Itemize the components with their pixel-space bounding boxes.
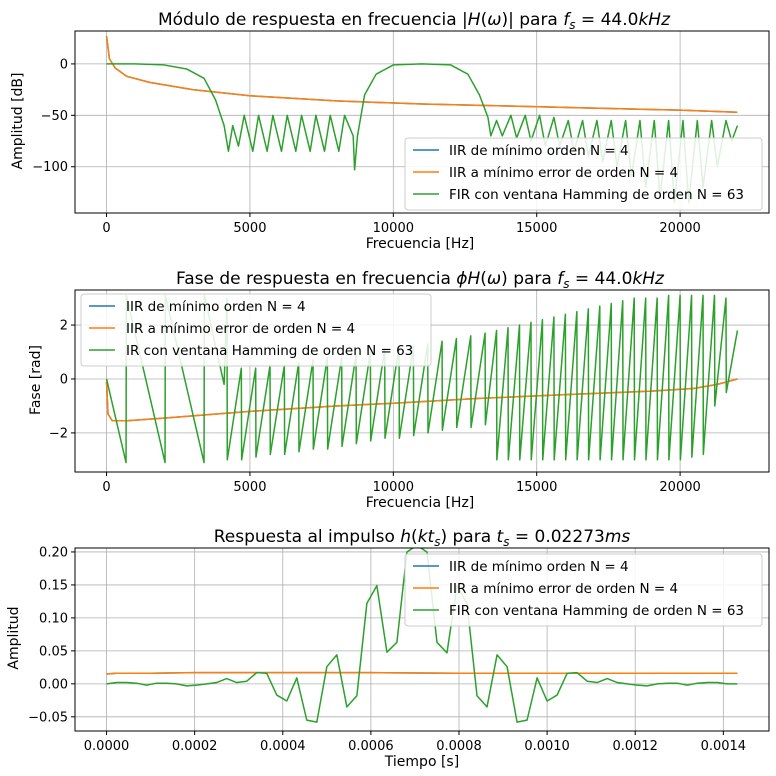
y-tick-label: 0 [60, 372, 68, 387]
impulse-xlabel: Tiempo [s] [384, 754, 459, 770]
magnitude-series [105, 36, 739, 204]
magnitude-legend: IIR de mínimo orden N = 4 IIR a mínimo e… [404, 137, 763, 211]
magnitude-panel: Módulo de respuesta en frecuencia |H(ω)|… [10, 10, 770, 252]
series-line-iir-min-error [105, 378, 738, 422]
impulse-series [106, 548, 738, 723]
legend-label-iir-min-error: IIR a mínimo error de orden N = 4 [449, 165, 678, 181]
series-line-fir-hamming [106, 548, 738, 723]
y-tick-label: 0.15 [39, 578, 68, 593]
series-line-iir-min-error [105, 36, 738, 113]
legend-label-iir-min-error: IIR a mínimo error de orden N = 4 [126, 321, 355, 337]
y-tick-label: 0 [60, 57, 68, 72]
magnitude-axes: 0 5000 10000 15000 20000 0 −50 −100 [32, 30, 770, 236]
series-line-fir-hamming [106, 63, 739, 204]
series-line-fir-hamming [105, 294, 739, 464]
magnitude-title: Módulo de respuesta en frecuencia |H(ω)|… [158, 10, 671, 32]
y-tick-label: 2 [60, 319, 68, 334]
magnitude-ylabel: Amplitud [dB] [10, 73, 26, 170]
legend-label-iir-min-order: IIR de mínimo orden N = 4 [449, 559, 629, 575]
y-tick-label: 0.10 [39, 611, 68, 626]
axes-frame [74, 289, 770, 473]
phase-xlabel: Frecuencia [Hz] [366, 495, 475, 511]
phase-axes: 0 5000 10000 15000 20000 2 0 −2 [49, 289, 770, 495]
x-tick-label: 5000 [233, 480, 266, 495]
axes-frame [74, 30, 770, 214]
y-tick-label: 0.00 [39, 677, 68, 692]
impulse-legend: IIR de mínimo orden N = 4 IIR a mínimo e… [404, 553, 763, 627]
x-tick-label: 0.0000 [84, 739, 130, 754]
y-tick-label: −2 [49, 426, 68, 441]
x-tick-label: 0.0004 [260, 739, 306, 754]
phase-legend: IIR de mínimo orden N = 4 IIR a mínimo e… [80, 293, 432, 367]
x-tick-label: 10000 [373, 221, 414, 236]
impulse-ylabel: Amplitud [6, 606, 22, 669]
axes-frame [74, 547, 770, 732]
x-tick-label: 0.0014 [701, 739, 747, 754]
legend-label-fir-hamming: FIR con ventana Hamming de orden N = 63 [449, 187, 744, 203]
y-tick-label: −50 [41, 109, 68, 124]
legend-label-fir-hamming: FIR con ventana Hamming de orden N = 63 [449, 603, 744, 619]
x-tick-label: 0.0006 [348, 739, 394, 754]
magnitude-legend-box [404, 137, 763, 211]
impulse-legend-box [404, 553, 763, 627]
x-tick-label: 0.0012 [612, 739, 658, 754]
x-tick-label: 20000 [659, 480, 700, 495]
impulse-panel: Respuesta al impulso h(kts) para ts = 0.… [6, 527, 770, 770]
magnitude-xlabel: Frecuencia [Hz] [366, 236, 475, 252]
x-tick-label: 15000 [516, 480, 557, 495]
x-tick-label: 0 [102, 221, 110, 236]
x-tick-label: 0.0008 [436, 739, 482, 754]
impulse-title: Respuesta al impulso h(kts) para ts = 0.… [214, 527, 631, 549]
impulse-axes: 0.0000 0.0002 0.0004 0.0006 0.0008 0.0010 0.00… [28, 545, 770, 754]
x-tick-label: 10000 [373, 480, 414, 495]
phase-ylabel: Fase [rad] [28, 345, 44, 415]
legend-label-iir-min-error: IIR a mínimo error de orden N = 4 [449, 581, 678, 597]
x-tick-label: 20000 [659, 221, 700, 236]
phase-panel: Fase de respuesta en frecuencia ϕH(ω) pa… [28, 269, 770, 511]
y-tick-label: −0.05 [28, 710, 68, 725]
legend-label-ir-hamming: IR con ventana Hamming de orden N = 63 [126, 343, 413, 359]
series-line-iir-min-order [105, 36, 738, 113]
x-tick-label: 0 [102, 480, 110, 495]
phase-series [105, 294, 739, 464]
x-tick-label: 5000 [233, 221, 266, 236]
y-tick-label: −100 [32, 160, 68, 175]
y-tick-label: 0.20 [39, 545, 68, 560]
x-tick-label: 15000 [516, 221, 557, 236]
series-line-iir-min-error [106, 671, 738, 675]
legend-label-iir-min-order: IIR de mínimo orden N = 4 [449, 143, 629, 159]
x-tick-label: 0.0010 [524, 739, 570, 754]
phase-title: Fase de respuesta en frecuencia ϕH(ω) pa… [176, 269, 665, 291]
x-tick-label: 0.0002 [172, 739, 218, 754]
legend-label-iir-min-order: IIR de mínimo orden N = 4 [126, 299, 306, 315]
y-tick-label: 0.05 [39, 644, 68, 659]
phase-legend-box [80, 293, 432, 367]
